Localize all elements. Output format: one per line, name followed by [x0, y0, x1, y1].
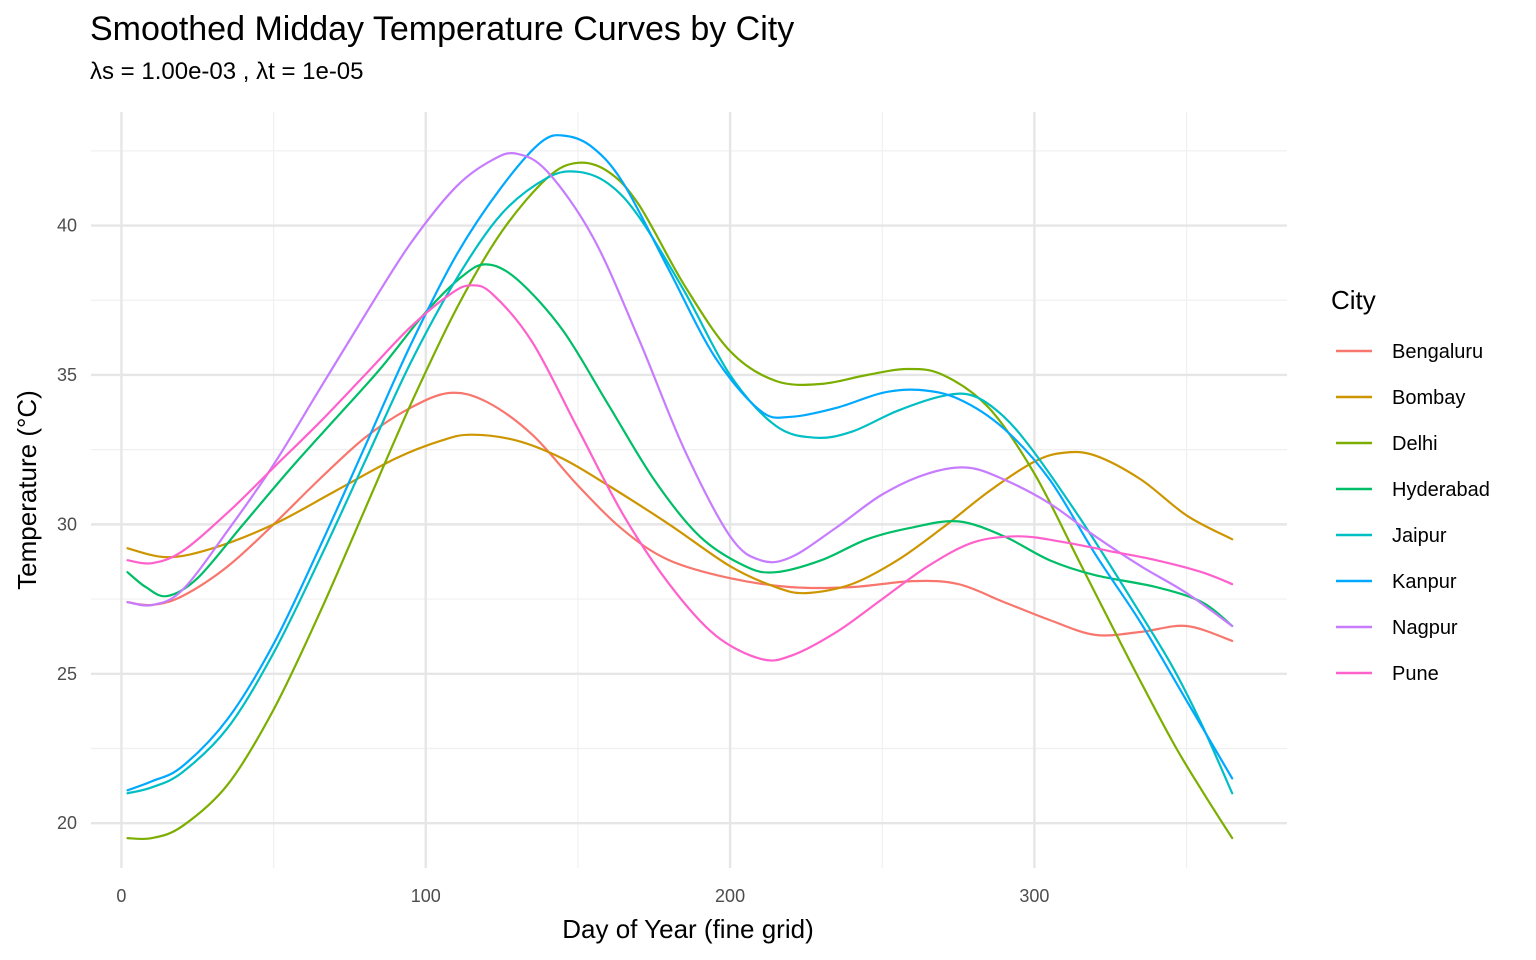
- series-line-nagpur: [126, 152, 1234, 628]
- series-line-pune: [126, 284, 1234, 662]
- x-tick-label: 0: [116, 886, 126, 906]
- chart-title: Smoothed Midday Temperature Curves by Ci…: [90, 10, 795, 48]
- series-line-bombay: [126, 433, 1234, 595]
- legend-label-nagpur: Nagpur: [1392, 617, 1458, 639]
- y-tick-label: 25: [57, 664, 77, 684]
- legend-label-jaipur: Jaipur: [1392, 525, 1447, 547]
- legend: City Bengaluru Bombay Delhi Hyderabad Jaipur…: [1331, 285, 1490, 685]
- x-tick-label: 200: [715, 886, 745, 906]
- y-tick-label: 30: [57, 514, 77, 534]
- legend-label-delhi: Delhi: [1392, 433, 1438, 455]
- series-line-delhi: [126, 161, 1234, 841]
- series-line-hyderabad: [126, 263, 1234, 628]
- x-tick-label: 300: [1019, 886, 1049, 906]
- x-tick-label: 100: [411, 886, 441, 906]
- series-lines: [126, 134, 1234, 841]
- major-gridlines: [91, 112, 1287, 868]
- y-axis-title: Temperature (°C): [12, 390, 42, 590]
- chart-subtitle: λs = 1.00e-03 , λt = 1e-05: [90, 58, 364, 85]
- legend-label-bengaluru: Bengaluru: [1392, 341, 1483, 363]
- y-axis-ticks: 20 25 30 35 40: [57, 216, 77, 834]
- series-line-jaipur: [126, 170, 1234, 795]
- x-axis-title: Day of Year (fine grid): [562, 914, 813, 944]
- legend-title: City: [1331, 285, 1376, 315]
- y-tick-label: 20: [57, 813, 77, 833]
- legend-label-pune: Pune: [1392, 663, 1439, 685]
- series-line-kanpur: [126, 134, 1234, 792]
- legend-label-hyderabad: Hyderabad: [1392, 479, 1490, 501]
- legend-label-kanpur: Kanpur: [1392, 571, 1457, 593]
- y-tick-label: 40: [57, 216, 77, 236]
- legend-items: Bengaluru Bombay Delhi Hyderabad Jaipur Kanpu…: [1336, 341, 1490, 685]
- legend-label-bombay: Bombay: [1392, 387, 1465, 409]
- x-axis-ticks: 0 100 200 300: [116, 886, 1049, 906]
- y-tick-label: 35: [57, 365, 77, 385]
